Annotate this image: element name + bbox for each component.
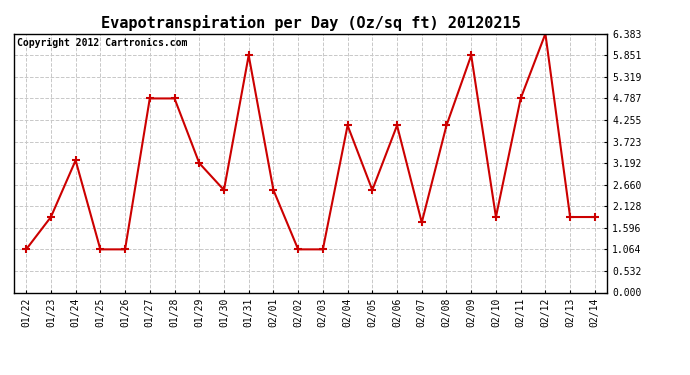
Title: Evapotranspiration per Day (Oz/sq ft) 20120215: Evapotranspiration per Day (Oz/sq ft) 20… — [101, 15, 520, 31]
Text: Copyright 2012 Cartronics.com: Copyright 2012 Cartronics.com — [17, 38, 187, 48]
